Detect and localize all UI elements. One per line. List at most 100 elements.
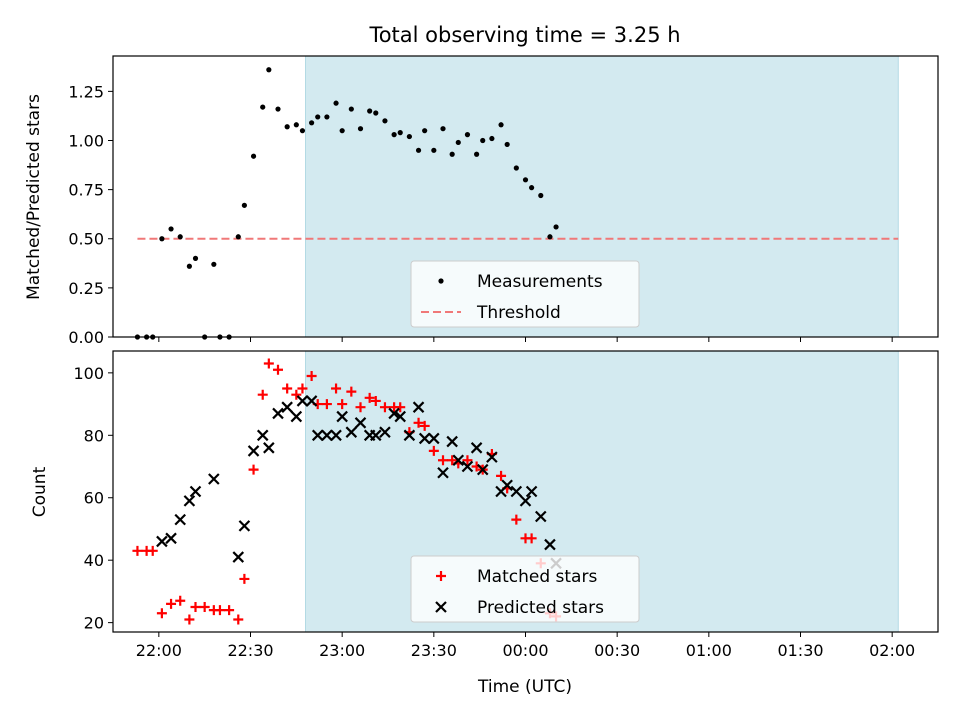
predicted-star-point [281,401,293,413]
matched-star-point [282,383,293,394]
measurement-point [547,234,553,240]
y-tick-label: 0.00 [68,328,104,347]
legend-label: Threshold [476,303,561,323]
matched-star-point [331,383,342,394]
measurement-point [293,122,299,128]
matched-star-point [395,402,406,413]
predicted-star-point [189,485,202,498]
x-tick-label: 01:30 [777,641,823,660]
measurement-point [480,137,486,144]
bottom-y-axis-label: Count [30,466,50,517]
predicted-star-point [403,429,416,442]
legend-box [410,260,640,328]
predicted-star-point [510,485,523,498]
matched-star-point [526,533,537,544]
predicted-star-point [321,429,333,442]
matched-star-point [132,545,143,556]
predicted-star-point [174,513,186,526]
x-tick-label: 23:00 [319,641,365,660]
predicted-star-point [370,429,382,442]
predicted-star-point [263,442,275,454]
top-legend: Measurements Threshold [410,260,640,328]
measurement-point [498,122,504,128]
matched-star-point [364,392,375,403]
matched-star-point [190,602,201,613]
matched-star-point [462,455,473,466]
bottom-legend: Matched stars Predicted stars [410,555,640,623]
predicted-star-point [437,466,449,479]
measurement-point [449,151,455,157]
x-tick-label: 01:00 [686,641,732,660]
matched-star-point [257,389,268,400]
predicted-star-point [345,426,358,438]
predicted-star-point [544,538,556,551]
y-tick-label: 100 [73,364,104,383]
matched-star-point [248,464,259,475]
matched-star-point [184,614,195,625]
measurement-point [241,202,247,208]
matched-star-point [355,402,366,413]
matched-star-point [147,545,158,556]
measurement-point [159,236,165,242]
measurement-point [275,106,281,112]
measurement-point [177,234,183,240]
chart-title: Total observing time = 3.25 h [368,23,680,47]
measurement-point [431,147,437,153]
predicted-star-point [519,495,532,507]
predicted-star-point [305,395,318,407]
x-axis-label: Time (UTC) [477,677,572,697]
measurement-point [192,255,199,261]
matched-star-point [199,602,210,613]
predicted-star-point [476,463,489,476]
measurement-point [455,139,461,146]
predicted-star-point [418,432,431,445]
matched-star-point [306,370,317,381]
measurement-point [474,151,480,157]
y-tick-label: 0.25 [68,279,104,298]
measurement-point [397,130,403,136]
matched-star-point [224,605,235,616]
measurement-point [538,192,544,199]
matched-star-point [156,608,167,619]
matched-star-point [233,614,244,625]
matched-star-point [379,402,390,413]
predicted-star-point [336,410,348,423]
x-tick-label: 22:30 [227,641,273,660]
matched-star-point [214,605,225,616]
matched-star-point [337,399,348,410]
measurement-point [250,153,257,159]
measurement-point [266,67,272,73]
predicted-star-point [501,479,513,492]
matched-star-point [419,420,430,431]
y-tick-label: 40 [84,551,104,570]
y-tick-label: 20 [84,614,104,633]
legend-box [410,555,640,623]
predicted-star-point [428,432,440,445]
predicted-star-point [247,445,260,457]
predicted-star-point [208,473,220,485]
matched-star-point [175,595,186,606]
predicted-star-point [388,407,400,420]
measurement-point [211,261,217,267]
matched-star-point [413,417,424,428]
measurement-point [339,128,345,134]
matched-star-point [239,573,250,584]
y-tick-label: 1.00 [68,131,104,150]
x-tick-label: 23:30 [411,641,457,660]
measurement-point [489,135,495,142]
measurement-point [235,234,241,240]
bottom-panel: 20 40 60 80 100 22:00 22:30 23:00 23:30 00:00 00:… [30,350,939,660]
legend-marker [436,571,446,581]
measurement-point [391,132,397,138]
y-tick-label: 1.25 [68,82,104,101]
x-tick-label: 02:00 [869,641,915,660]
predicted-star-point [525,485,538,498]
predicted-star-point [165,532,177,545]
measurement-point [382,118,388,124]
measurement-point [299,128,306,134]
predicted-star-point [232,551,245,563]
matched-star-point [496,470,507,481]
y-tick-label: 0.75 [68,181,104,200]
predicted-star-point [486,451,498,463]
